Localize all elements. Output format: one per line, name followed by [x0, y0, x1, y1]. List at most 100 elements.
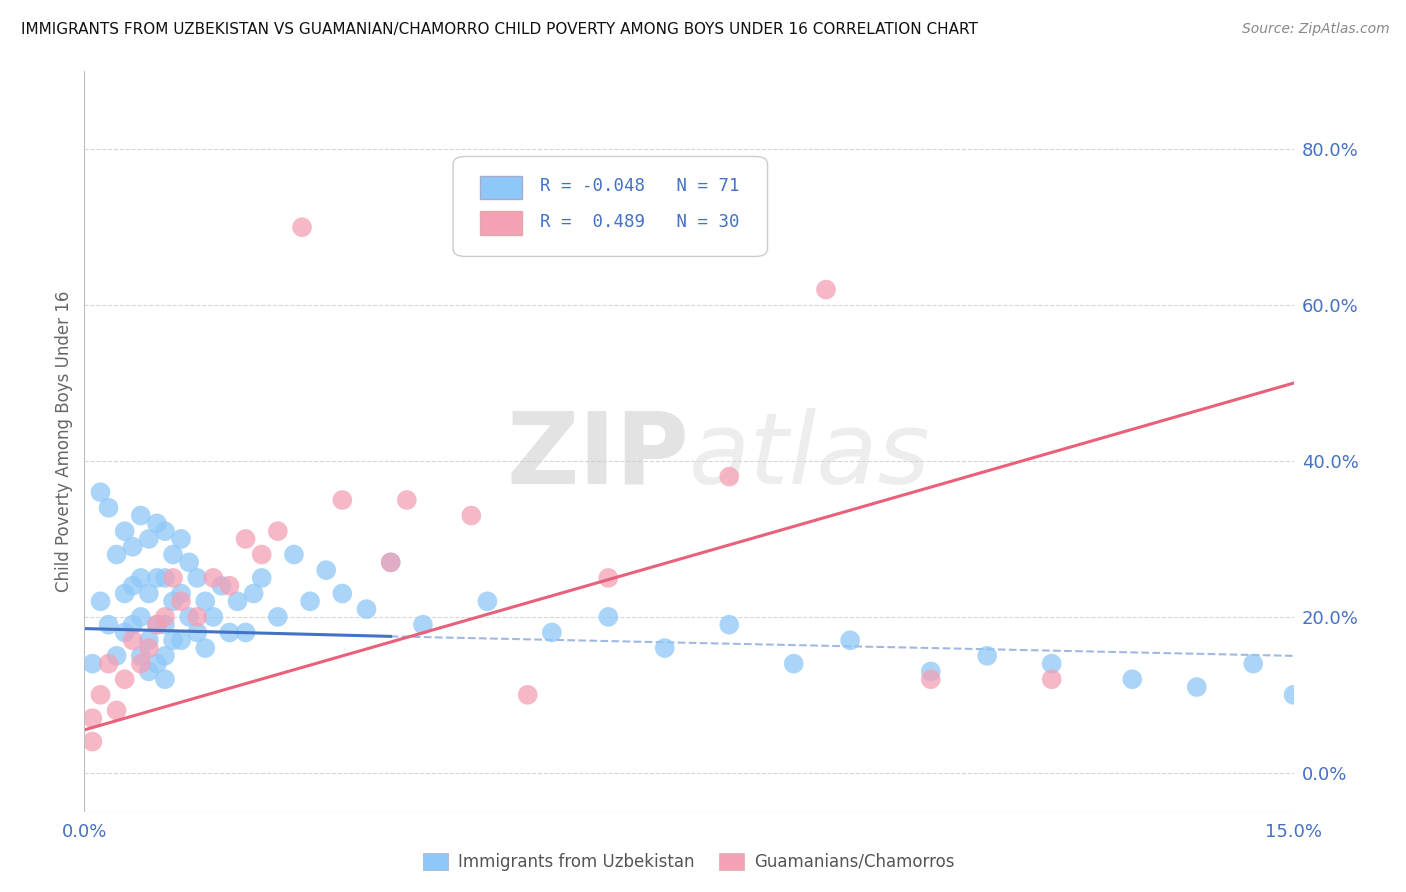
Point: [194, 641, 217, 656]
Point: [1121, 672, 1143, 686]
Text: atlas: atlas: [689, 408, 931, 505]
Point: [162, 633, 184, 648]
Point: [129, 610, 152, 624]
Point: [82, 657, 104, 671]
Point: [170, 594, 193, 608]
Point: [105, 648, 128, 663]
Point: [186, 625, 208, 640]
Point: [129, 571, 152, 585]
Point: [105, 548, 128, 562]
Point: [218, 625, 240, 640]
Point: [194, 594, 217, 608]
Point: [598, 571, 620, 585]
Point: [654, 641, 676, 656]
Text: ZIP: ZIP: [506, 408, 689, 505]
Point: [250, 571, 273, 585]
Point: [114, 524, 136, 538]
Point: [1185, 680, 1208, 694]
Point: [283, 548, 305, 562]
Point: [162, 594, 184, 608]
Point: [138, 641, 160, 656]
Point: [202, 610, 225, 624]
Point: [121, 633, 143, 648]
Point: [97, 657, 120, 671]
Point: [146, 571, 169, 585]
Point: [162, 571, 184, 585]
Point: [267, 610, 290, 624]
Point: [1040, 657, 1063, 671]
Point: [179, 610, 201, 624]
Point: [477, 594, 499, 608]
Point: [250, 548, 273, 562]
Text: R = -0.048   N = 71: R = -0.048 N = 71: [540, 178, 740, 195]
Point: [920, 665, 942, 679]
Point: [170, 586, 193, 600]
Point: [235, 532, 257, 546]
Point: [226, 594, 249, 608]
Text: R =  0.489   N = 30: R = 0.489 N = 30: [540, 212, 740, 231]
Point: [299, 594, 322, 608]
Point: [97, 500, 120, 515]
Point: [129, 657, 152, 671]
Point: [209, 579, 232, 593]
Point: [146, 657, 169, 671]
Point: [356, 602, 378, 616]
Point: [170, 532, 193, 546]
Point: [138, 633, 160, 648]
Point: [186, 571, 208, 585]
Point: [153, 648, 176, 663]
Point: [129, 648, 152, 663]
Point: [105, 703, 128, 717]
Point: [1040, 672, 1063, 686]
Point: [516, 688, 538, 702]
Point: [146, 617, 169, 632]
Point: [1282, 688, 1305, 702]
Text: IMMIGRANTS FROM UZBEKISTAN VS GUAMANIAN/CHAMORRO CHILD POVERTY AMONG BOYS UNDER : IMMIGRANTS FROM UZBEKISTAN VS GUAMANIAN/…: [21, 22, 979, 37]
Point: [97, 617, 120, 632]
Point: [330, 586, 353, 600]
Point: [814, 283, 837, 297]
Point: [395, 493, 418, 508]
Point: [315, 563, 337, 577]
Point: [153, 571, 176, 585]
FancyBboxPatch shape: [453, 156, 768, 257]
Legend: Immigrants from Uzbekistan, Guamanians/Chamorros: Immigrants from Uzbekistan, Guamanians/C…: [416, 846, 962, 878]
Point: [146, 617, 169, 632]
Point: [718, 469, 741, 483]
FancyBboxPatch shape: [479, 176, 522, 199]
Point: [380, 555, 402, 569]
Point: [186, 610, 208, 624]
Point: [267, 524, 290, 538]
Point: [460, 508, 482, 523]
FancyBboxPatch shape: [479, 211, 522, 235]
Point: [179, 555, 201, 569]
Point: [121, 579, 143, 593]
Point: [380, 555, 402, 569]
Point: [89, 485, 111, 500]
Point: [976, 648, 998, 663]
Point: [138, 586, 160, 600]
Point: [839, 633, 862, 648]
Text: Source: ZipAtlas.com: Source: ZipAtlas.com: [1241, 22, 1389, 37]
Point: [162, 548, 184, 562]
Point: [718, 617, 741, 632]
Point: [129, 508, 152, 523]
Point: [920, 672, 942, 686]
Point: [291, 220, 314, 235]
Point: [598, 610, 620, 624]
Point: [412, 617, 434, 632]
Point: [121, 540, 143, 554]
Point: [242, 586, 264, 600]
Point: [138, 532, 160, 546]
Point: [1241, 657, 1264, 671]
Point: [89, 594, 111, 608]
Point: [541, 625, 564, 640]
Point: [121, 617, 143, 632]
Point: [235, 625, 257, 640]
Point: [330, 493, 353, 508]
Point: [89, 688, 111, 702]
Point: [82, 734, 104, 748]
Point: [218, 579, 240, 593]
Point: [153, 672, 176, 686]
Point: [114, 625, 136, 640]
